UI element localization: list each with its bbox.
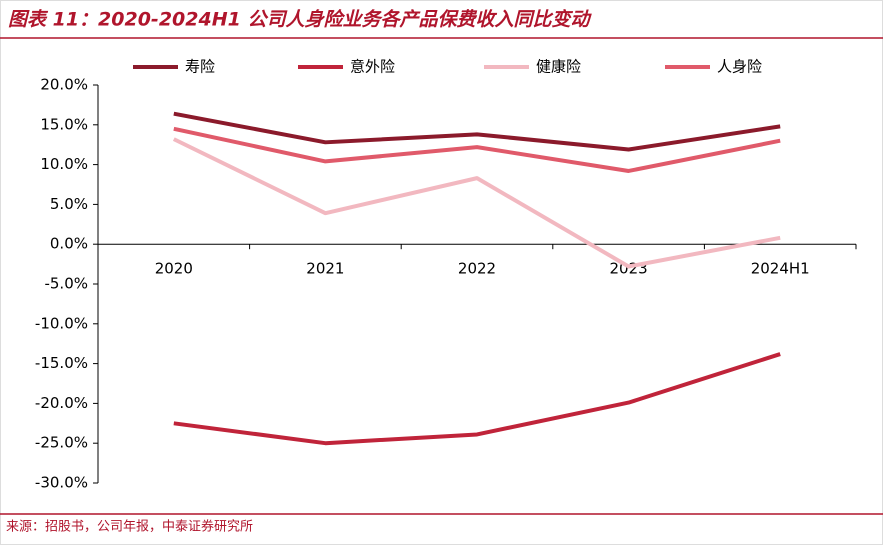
y-tick-label: -20.0% (35, 394, 88, 412)
y-tick-label: 20.0% (40, 76, 88, 94)
y-tick-label: 15.0% (40, 115, 88, 133)
y-tick-label: -5.0% (44, 275, 88, 293)
x-tick-label: 2021 (306, 260, 344, 278)
x-tick-label: 2024H1 (751, 260, 810, 278)
y-tick-label: -10.0% (35, 314, 88, 332)
y-tick-label: -30.0% (35, 474, 88, 492)
y-tick-label: 0.0% (50, 235, 88, 253)
legend-label: 意外险 (350, 58, 395, 76)
series-line (173, 352, 781, 446)
y-tick-label: 10.0% (40, 155, 88, 173)
chart-title: 图表 11：2020-2024H1 公司人身险业务各产品保费收入同比变动 (8, 9, 592, 31)
y-tick-label: -15.0% (35, 354, 88, 372)
series-line (172, 137, 781, 269)
x-tick-label: 2022 (458, 260, 496, 278)
source: 来源：招股书，公司年报，中泰证券研究所 (6, 519, 253, 535)
legend-label: 健康险 (536, 58, 581, 76)
series-line (173, 111, 781, 152)
series-line (173, 126, 781, 173)
x-tick-label: 2020 (155, 260, 193, 278)
y-tick-label: 5.0% (50, 195, 88, 213)
y-tick-label: -25.0% (35, 434, 88, 452)
legend-label: 人身险 (717, 58, 762, 76)
legend-label: 寿险 (185, 58, 215, 76)
